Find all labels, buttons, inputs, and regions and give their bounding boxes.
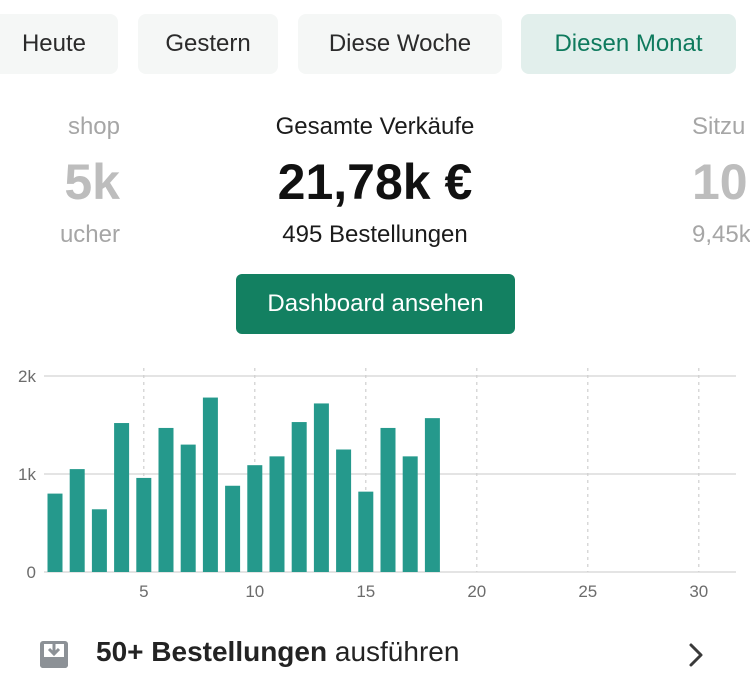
y-tick-label: 0 bbox=[27, 563, 36, 582]
chart-bar bbox=[91, 509, 107, 572]
metric-label: shop bbox=[67, 113, 120, 140]
metric-card-total-sales[interactable]: Gesamte Verkäufe 21,78k € 495 Bestellung… bbox=[195, 110, 555, 252]
orders-text: 50+ Bestellungen ausführen bbox=[96, 636, 459, 668]
chart-bar bbox=[158, 427, 174, 572]
metric-sub: ucher bbox=[59, 221, 120, 248]
chart-bar bbox=[114, 423, 130, 572]
x-tick-label: 5 bbox=[139, 582, 148, 601]
chart-bar bbox=[402, 456, 418, 572]
y-tick-label: 2k bbox=[18, 367, 36, 386]
metric-sub: 9,45k bbox=[692, 221, 750, 248]
inbox-download-icon bbox=[40, 641, 68, 668]
x-tick-label: 20 bbox=[467, 582, 486, 601]
view-dashboard-button[interactable]: Dashboard ansehen bbox=[236, 274, 515, 334]
metric-sub: 495 Bestellungen bbox=[282, 221, 468, 248]
chart-bar bbox=[69, 469, 85, 572]
orders-action: ausführen bbox=[334, 636, 460, 667]
chart-bar bbox=[269, 456, 285, 572]
metric-card-sessions[interactable]: Sitzu 10, 9,45k bbox=[692, 110, 750, 252]
chart-bar bbox=[225, 485, 241, 572]
chart-bar bbox=[291, 422, 307, 572]
x-tick-label: 10 bbox=[245, 582, 264, 601]
x-tick-label: 30 bbox=[689, 582, 708, 601]
tab-gestern[interactable]: Gestern bbox=[138, 14, 278, 74]
chart-bar bbox=[424, 418, 440, 572]
metric-value: 21,78k € bbox=[277, 154, 473, 210]
chart-bar bbox=[380, 427, 396, 572]
metric-label: Gesamte Verkäufe bbox=[275, 113, 475, 140]
chart-bar bbox=[202, 397, 218, 572]
chart-bar bbox=[313, 403, 329, 572]
chart-bar bbox=[358, 491, 374, 572]
date-range-tabs: Heute Gestern Diese Woche Diesen Monat bbox=[0, 14, 750, 76]
chart-bar bbox=[336, 449, 352, 572]
chart-bar bbox=[136, 477, 152, 572]
tab-diese-woche[interactable]: Diese Woche bbox=[298, 14, 502, 74]
y-tick-label: 1k bbox=[18, 465, 36, 484]
tab-heute[interactable]: Heute bbox=[0, 14, 118, 74]
chart-bar bbox=[180, 444, 196, 572]
metric-label: Sitzu bbox=[692, 113, 746, 140]
chart-bar bbox=[247, 465, 263, 572]
chart-bar bbox=[47, 493, 63, 572]
tab-diesen-monat[interactable]: Diesen Monat bbox=[521, 14, 736, 74]
fulfill-orders-row[interactable]: 50+ Bestellungen ausführen bbox=[0, 628, 750, 682]
chevron-right-icon bbox=[689, 643, 703, 667]
metric-card-left[interactable]: shop 5k ucher bbox=[0, 110, 120, 252]
x-tick-label: 25 bbox=[578, 582, 597, 601]
orders-count: 50+ Bestellungen bbox=[96, 636, 328, 667]
x-tick-label: 15 bbox=[356, 582, 375, 601]
metric-value: 5k bbox=[64, 154, 120, 210]
metric-value: 10, bbox=[692, 154, 750, 210]
sales-bar-chart: 2k 1k 0 5 10 15 20 25 30 bbox=[18, 367, 736, 601]
